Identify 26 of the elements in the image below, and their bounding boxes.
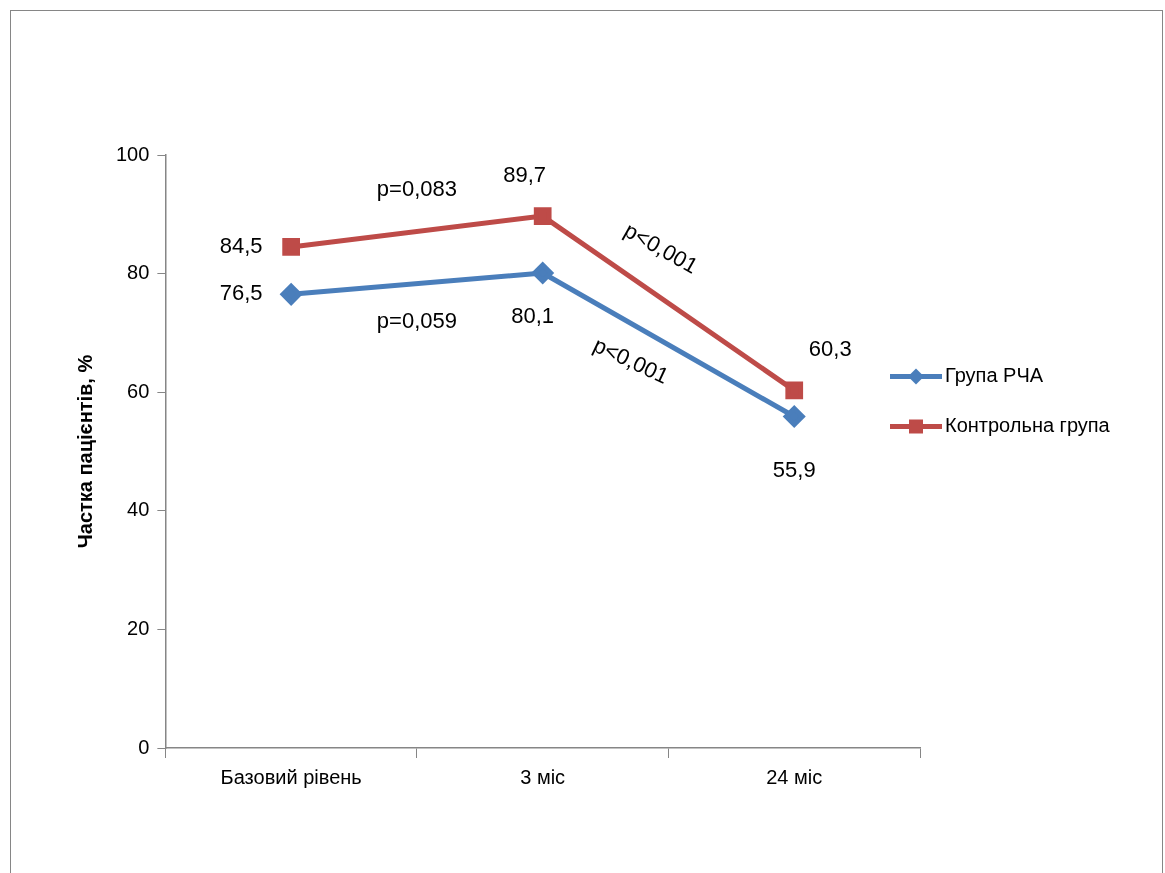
point bbox=[282, 238, 301, 256]
x-tick-label: Базовий рівень bbox=[220, 765, 362, 788]
legend-label: Група РЧА bbox=[945, 364, 1044, 387]
point bbox=[280, 283, 302, 305]
y-axis-title: Частка пацієнтів, % bbox=[73, 354, 96, 549]
y-tick-label: 60 bbox=[127, 379, 150, 402]
data-label: 76,5 bbox=[219, 280, 263, 306]
data-label: 84,5 bbox=[219, 232, 263, 258]
x-tick-label: 24 міс bbox=[766, 765, 823, 788]
y-tick-label: 40 bbox=[127, 498, 150, 521]
point bbox=[785, 381, 804, 400]
data-label: 55,9 bbox=[772, 456, 816, 482]
data-label: 60,3 bbox=[808, 336, 852, 362]
legend-label: Контрольна група bbox=[945, 414, 1111, 437]
point bbox=[533, 207, 552, 225]
y-tick-label: 20 bbox=[127, 616, 150, 639]
x-tick-label: 3 міс bbox=[520, 765, 566, 788]
data-label: 89,7 bbox=[503, 162, 547, 188]
annotation: p=0,083 bbox=[376, 175, 457, 201]
y-tick-label: 80 bbox=[127, 261, 150, 284]
annotation: p=0,059 bbox=[376, 307, 457, 333]
point bbox=[532, 262, 554, 284]
y-tick-label: 0 bbox=[138, 735, 150, 758]
y-tick-label: 100 bbox=[115, 142, 150, 165]
point bbox=[783, 406, 805, 428]
data-label: 80,1 bbox=[511, 303, 555, 329]
